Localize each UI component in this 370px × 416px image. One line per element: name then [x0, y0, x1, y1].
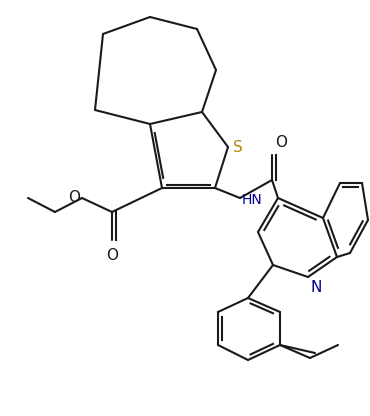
- Text: O: O: [68, 190, 80, 205]
- Text: O: O: [106, 248, 118, 263]
- Text: HN: HN: [242, 193, 263, 207]
- Text: O: O: [275, 135, 287, 150]
- Text: S: S: [233, 139, 243, 154]
- Text: N: N: [311, 280, 322, 295]
